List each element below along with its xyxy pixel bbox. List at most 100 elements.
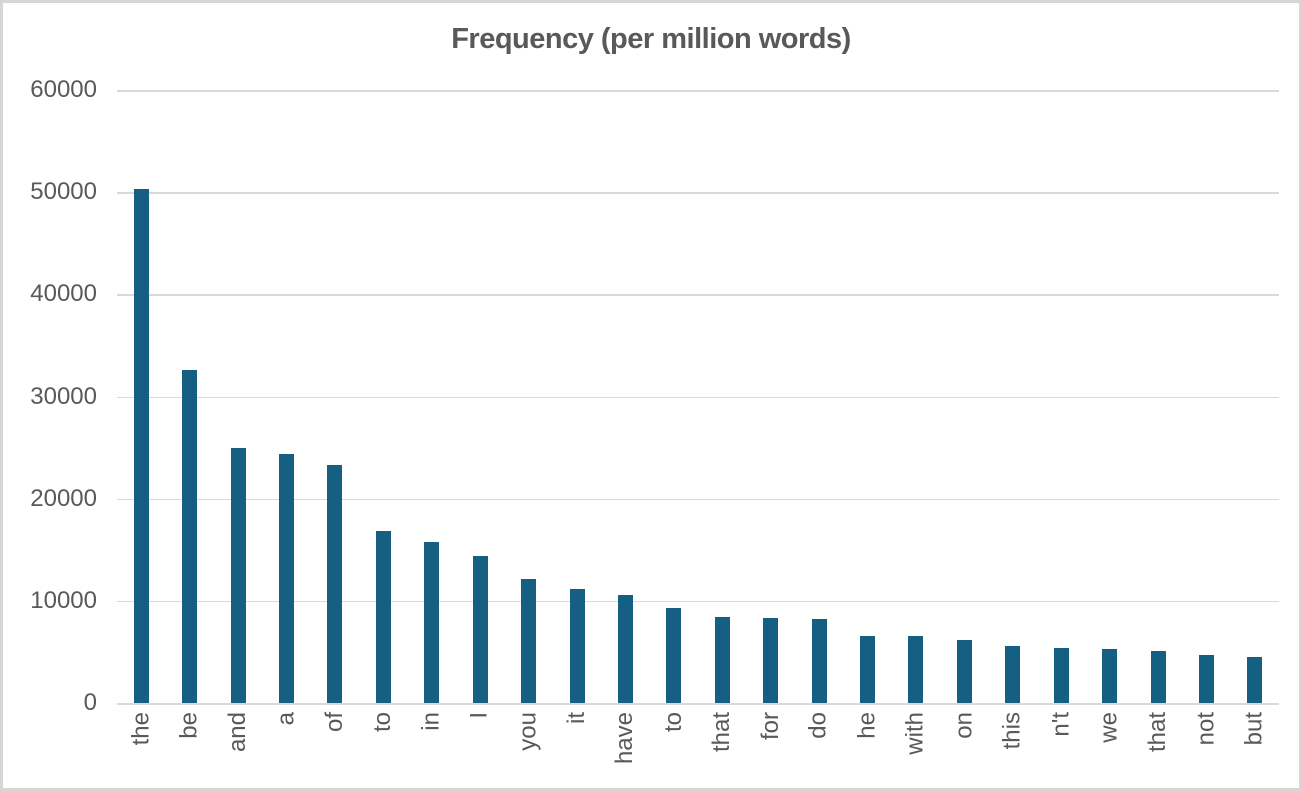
bar-cell	[1231, 90, 1279, 703]
bar-you	[521, 578, 537, 703]
bar-cell	[359, 90, 407, 703]
x-tick-label: I	[466, 712, 494, 719]
bar-cell	[165, 90, 213, 703]
gridline	[117, 90, 1279, 92]
bar-it	[569, 589, 585, 703]
bar-cell	[650, 90, 698, 703]
bar-cell	[989, 90, 1037, 703]
bar-cell	[553, 90, 601, 703]
x-tick-label: n't	[1047, 712, 1075, 737]
x-cell: the	[117, 703, 165, 788]
x-cell: that	[1134, 703, 1182, 788]
gridline	[117, 192, 1279, 194]
y-tick-label: 40000	[30, 280, 97, 308]
x-cell: he	[843, 703, 891, 788]
bar-to	[375, 530, 391, 703]
x-cell: on	[940, 703, 988, 788]
x-tick-label: but	[1240, 712, 1268, 746]
bar-do	[811, 618, 827, 703]
bar-but	[1247, 656, 1263, 703]
bar-that	[1150, 651, 1166, 703]
bar-and	[230, 447, 246, 703]
x-tick-label: he	[853, 712, 881, 739]
bar-cell	[504, 90, 552, 703]
y-tick-label: 60000	[30, 76, 97, 103]
x-tick-label: we	[1095, 712, 1123, 743]
y-tick-label: 30000	[30, 382, 97, 410]
x-cell: n't	[1037, 703, 1085, 788]
bar-to	[666, 607, 682, 703]
bar-be	[182, 369, 198, 703]
bar-cell	[262, 90, 310, 703]
bar-on	[956, 640, 972, 703]
bar-not	[1198, 655, 1214, 703]
gridline	[117, 294, 1279, 296]
y-tick-label: 50000	[30, 178, 97, 206]
gridline	[117, 498, 1279, 501]
bar-this	[1005, 645, 1021, 703]
plot-area	[117, 90, 1279, 703]
x-cell: for	[746, 703, 794, 788]
bar-we	[1102, 649, 1118, 703]
x-tick-label: on	[950, 712, 978, 739]
x-tick-label: not	[1192, 712, 1220, 746]
x-tick-label: a	[272, 712, 300, 726]
bar-cell	[1037, 90, 1085, 703]
gridline	[117, 600, 1279, 603]
x-tick-label: it	[562, 712, 590, 724]
bar-cell	[456, 90, 504, 703]
bar-cell	[1085, 90, 1133, 703]
x-cell: to	[359, 703, 407, 788]
x-axis-line	[117, 703, 1279, 705]
x-cell: have	[601, 703, 649, 788]
x-cell: and	[214, 703, 262, 788]
x-cell: I	[456, 703, 504, 788]
x-tick-label: that	[708, 712, 736, 753]
x-cell: with	[892, 703, 940, 788]
bar-cell	[698, 90, 746, 703]
bar-cell	[601, 90, 649, 703]
bar-with	[908, 635, 924, 703]
x-tick-label: and	[224, 712, 252, 753]
x-cell: do	[795, 703, 843, 788]
x-cell: that	[698, 703, 746, 788]
x-cell: not	[1182, 703, 1230, 788]
x-cell: be	[165, 703, 213, 788]
x-cell: to	[650, 703, 698, 788]
chart-title: Frequency (per million words)	[451, 23, 851, 55]
x-tick-label: this	[998, 712, 1026, 750]
x-tick-label: do	[805, 712, 833, 739]
bar-the	[133, 189, 149, 703]
bar-cell	[843, 90, 891, 703]
x-cell: in	[408, 703, 456, 788]
x-cell: of	[311, 703, 359, 788]
x-tick-label: in	[417, 712, 445, 731]
x-tick-label: be	[175, 712, 203, 739]
y-tick-label: 20000	[30, 484, 97, 512]
bar-I	[472, 556, 488, 703]
bar-a	[278, 453, 294, 703]
bar-in	[424, 541, 440, 703]
y-tick-label: 10000	[30, 586, 97, 614]
x-tick-label: that	[1143, 712, 1171, 753]
bar-that	[714, 616, 730, 703]
x-cell: it	[553, 703, 601, 788]
bar-cell	[892, 90, 940, 703]
x-tick-label: the	[127, 712, 155, 746]
bar-n't	[1053, 648, 1069, 703]
bar-he	[860, 635, 876, 703]
y-tick-label: 0	[83, 689, 97, 716]
bar-have	[617, 594, 633, 703]
x-tick-label: have	[611, 712, 639, 765]
bar-cell	[940, 90, 988, 703]
bar-for	[763, 617, 779, 703]
bar-cell	[795, 90, 843, 703]
bar-cell	[1134, 90, 1182, 703]
x-tick-label: with	[901, 712, 929, 755]
bar-cell	[1182, 90, 1230, 703]
x-cell: you	[504, 703, 552, 788]
x-tick-label: of	[320, 712, 348, 733]
bar-cell	[408, 90, 456, 703]
x-cell: a	[262, 703, 310, 788]
